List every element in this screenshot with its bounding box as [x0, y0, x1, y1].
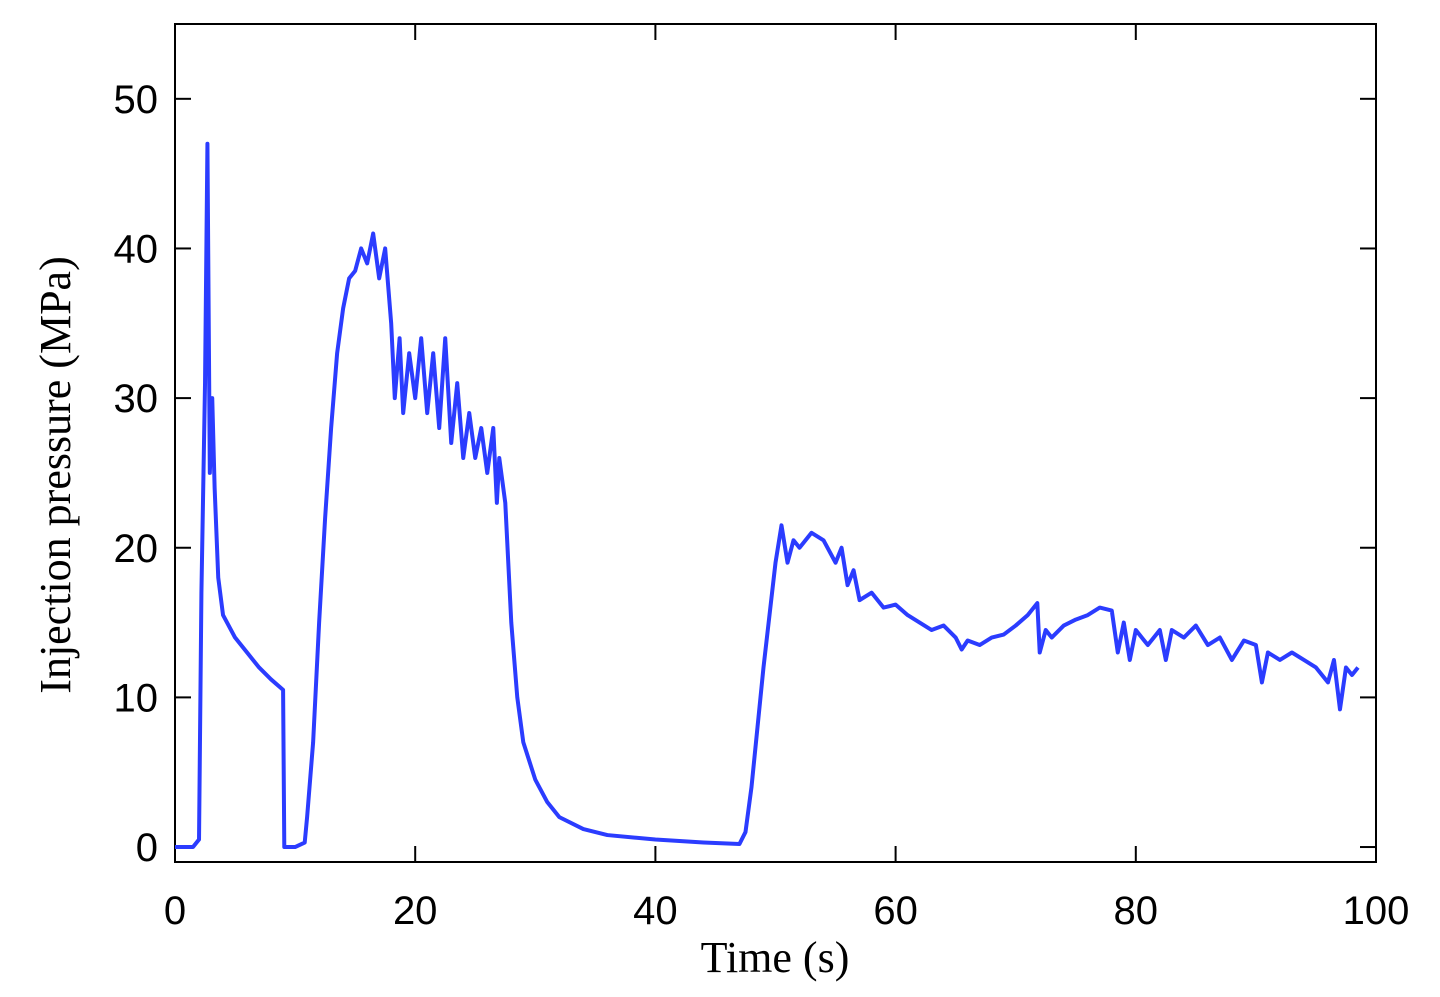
data-line	[175, 141, 1360, 850]
x-tick-label: 100	[1343, 889, 1410, 933]
x-tick-label: 20	[393, 889, 438, 933]
plot-frame	[174, 23, 1377, 863]
y-tick-label: 40	[114, 227, 159, 271]
x-tick-label: 40	[633, 889, 678, 933]
x-axis-label: Time (s)	[701, 933, 850, 982]
y-tick-label: 10	[114, 676, 159, 720]
y-axis-label: Injection pressure (MPa)	[31, 256, 80, 693]
x-tick-label: 60	[873, 889, 918, 933]
y-tick-label: 20	[114, 527, 159, 571]
y-tick-label: 30	[114, 377, 159, 421]
x-tick-label: 80	[1114, 889, 1159, 933]
y-tick-label: 0	[136, 826, 158, 870]
x-tick-label: 0	[164, 889, 186, 933]
y-tick-label: 50	[114, 78, 159, 122]
